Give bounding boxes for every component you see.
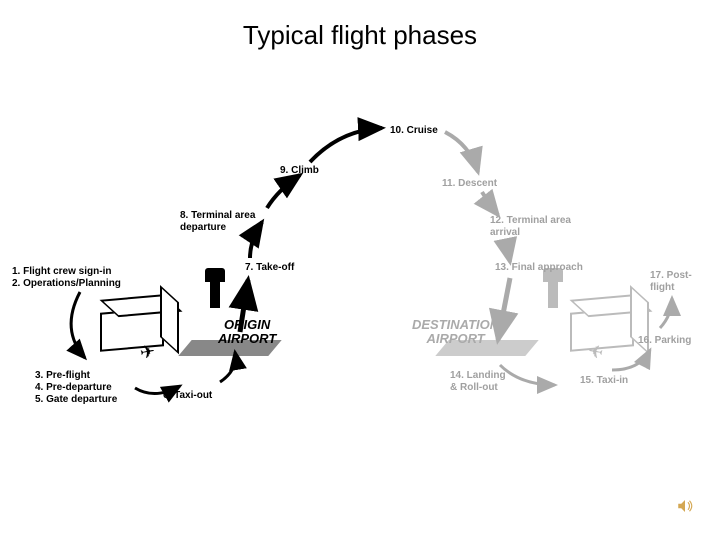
phase-label-5: 5. Gate departure	[35, 394, 117, 406]
phase-label-2: 2. Operations/Planning	[12, 278, 121, 290]
origin-tower	[210, 280, 220, 308]
phase-label-4: 4. Pre-departure	[35, 382, 112, 394]
speaker-icon	[675, 497, 695, 515]
phase-label-1: 1. Flight crew sign-in	[12, 266, 111, 278]
origin-building	[100, 307, 164, 352]
phase-label-8: 8. Terminal area departure	[180, 210, 255, 234]
phase-label-12: 12. Terminal area arrival	[490, 215, 571, 239]
phase-label-10: 10. Cruise	[390, 125, 438, 137]
phase-label-7: 7. Take-off	[245, 262, 294, 274]
phase-label-9: 9. Climb	[280, 165, 319, 177]
phase-label-16: 16. Parking	[638, 335, 691, 347]
destination-tower	[548, 280, 558, 308]
origin-airport-label: ORIGIN AIRPORT	[218, 318, 276, 347]
phase-label-11: 11. Descent	[442, 178, 497, 190]
phase-label-3: 3. Pre-flight	[35, 370, 90, 382]
phase-label-13: 13. Final approach	[495, 262, 583, 274]
phase-label-17: 17. Post- flight	[650, 270, 692, 294]
destination-airport-label: DESTINATION AIRPORT	[412, 318, 499, 347]
page-title: Typical flight phases	[243, 20, 477, 51]
destination-plane-icon: ✈	[586, 341, 605, 364]
phase-label-6: 6. Taxi-out	[163, 390, 212, 402]
phase-label-15: 15. Taxi-in	[580, 375, 628, 387]
phase-label-14: 14. Landing & Roll-out	[450, 370, 506, 394]
